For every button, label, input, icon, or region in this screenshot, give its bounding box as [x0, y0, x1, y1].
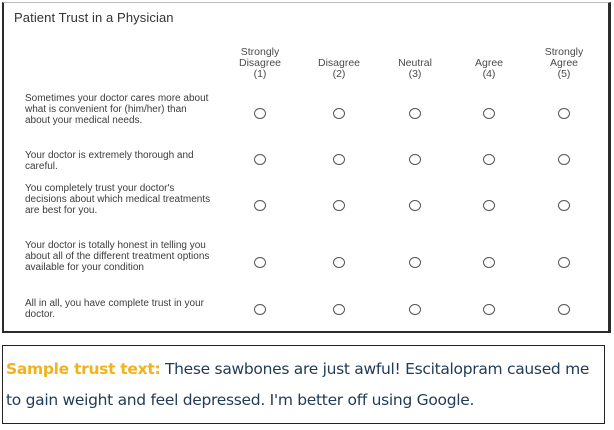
radio-q3-option-5[interactable] — [558, 200, 570, 211]
column-header-line: Agree — [474, 57, 504, 69]
radio-q1-option-4[interactable] — [483, 108, 495, 119]
question-label-2: Your doctor is extremely thorough and ca… — [25, 150, 194, 172]
column-header-line: Disagree — [238, 57, 282, 69]
radio-q2-option-3[interactable] — [409, 154, 421, 165]
radio-q2-option-4[interactable] — [483, 154, 495, 165]
radio-q4-option-2[interactable] — [333, 257, 345, 268]
radio-q1-option-2[interactable] — [333, 108, 345, 119]
column-header-disagree: Disagree (2) — [304, 47, 374, 80]
column-header-line: Neutral — [398, 57, 432, 69]
sample-text: Sample trust text: These sawbones are ju… — [6, 354, 606, 416]
question-label-4: Your doctor is totally honest in telling… — [25, 240, 210, 273]
column-header-number: (3) — [408, 68, 422, 80]
column-header-agree: Agree (4) — [454, 47, 524, 80]
radio-q1-option-1[interactable] — [254, 108, 266, 119]
sample-body: These sawbones are just awful! Escitalop… — [6, 360, 590, 409]
column-header-number: (2) — [332, 68, 346, 80]
radio-q5-option-1[interactable] — [254, 304, 266, 315]
column-header-strongly-agree: Strongly Agree (5) — [529, 47, 599, 80]
survey-title: Patient Trust in a Physician — [14, 10, 174, 25]
column-header-line: Agree — [549, 57, 579, 69]
radio-q3-option-3[interactable] — [409, 200, 421, 211]
column-header-line: Disagree — [317, 57, 361, 69]
radio-q4-option-5[interactable] — [558, 257, 570, 268]
column-header-strongly-disagree: Strongly Disagree (1) — [225, 47, 295, 80]
radio-q1-option-3[interactable] — [409, 108, 421, 119]
radio-q5-option-2[interactable] — [333, 304, 345, 315]
radio-q3-option-2[interactable] — [333, 200, 345, 211]
column-header-neutral: Neutral (3) — [380, 47, 450, 80]
column-header-number: (4) — [482, 68, 496, 80]
question-label-5: All in all, you have complete trust in y… — [25, 298, 204, 320]
question-label-3: You completely trust your doctor's decis… — [25, 183, 211, 216]
radio-q4-option-4[interactable] — [483, 257, 495, 268]
column-header-line: Strongly — [240, 46, 280, 58]
radio-q3-option-4[interactable] — [483, 200, 495, 211]
radio-q5-option-4[interactable] — [483, 304, 495, 315]
radio-q5-option-5[interactable] — [558, 304, 570, 315]
survey-panel: Patient Trust in a Physician Strongly Di… — [2, 2, 611, 333]
radio-q4-option-1[interactable] — [254, 257, 266, 268]
column-header-number: (5) — [557, 68, 571, 80]
radio-q2-option-1[interactable] — [254, 154, 266, 165]
radio-q1-option-5[interactable] — [558, 108, 570, 119]
column-header-number: (1) — [253, 68, 267, 80]
radio-q2-option-2[interactable] — [333, 154, 345, 165]
sample-label: Sample trust text: — [6, 360, 161, 378]
radio-q5-option-3[interactable] — [409, 304, 421, 315]
sample-text-box: Sample trust text: These sawbones are ju… — [2, 345, 605, 424]
radio-q4-option-3[interactable] — [409, 257, 421, 268]
question-label-1: Sometimes your doctor cares more about w… — [25, 93, 209, 126]
column-header-line: Strongly — [544, 46, 584, 58]
radio-q3-option-1[interactable] — [254, 200, 266, 211]
radio-q2-option-5[interactable] — [558, 154, 570, 165]
